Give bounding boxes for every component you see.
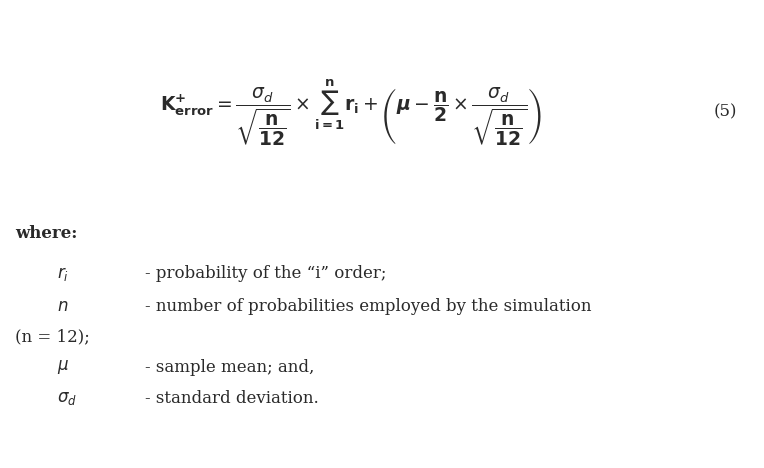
Text: - probability of the “i” order;: - probability of the “i” order; <box>145 265 387 282</box>
Text: - standard deviation.: - standard deviation. <box>145 390 319 407</box>
Text: - number of probabilities employed by the simulation: - number of probabilities employed by th… <box>145 298 591 315</box>
Text: $\sigma_d$: $\sigma_d$ <box>57 390 77 407</box>
Text: $r_i$: $r_i$ <box>57 265 70 283</box>
Text: $n$: $n$ <box>57 298 69 315</box>
Text: (5): (5) <box>714 104 737 121</box>
Text: (n = 12);: (n = 12); <box>15 329 90 345</box>
Text: where:: where: <box>15 226 78 242</box>
Text: $\mathbf{K}^{\mathbf{+}}_{\mathbf{error}} = \dfrac{\boldsymbol{\sigma_d}}{\sqrt{: $\mathbf{K}^{\mathbf{+}}_{\mathbf{error}… <box>160 77 542 147</box>
Text: $\mu$: $\mu$ <box>57 358 70 376</box>
Text: - sample mean; and,: - sample mean; and, <box>145 359 315 376</box>
